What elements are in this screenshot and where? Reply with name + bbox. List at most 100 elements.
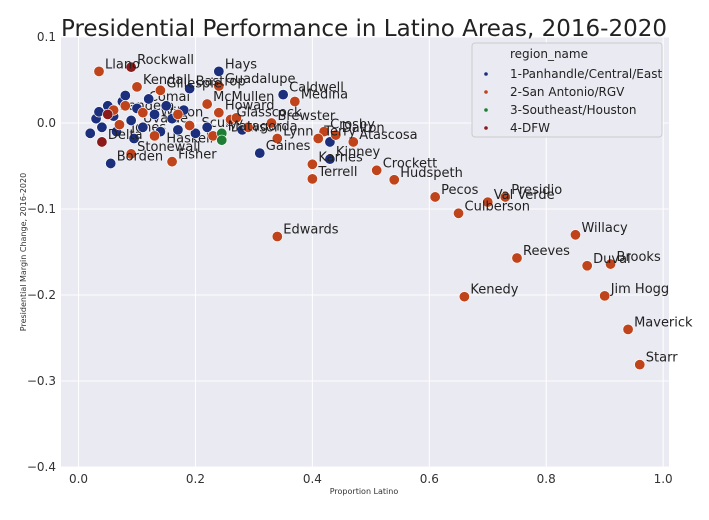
point-label: Pecos xyxy=(441,183,478,198)
data-point xyxy=(271,231,283,243)
data-point xyxy=(96,121,108,133)
legend-title: region_name xyxy=(510,47,588,61)
data-point xyxy=(388,174,400,186)
point-label: Maverick xyxy=(634,315,693,330)
point-label: Bastrop xyxy=(196,75,246,90)
data-point xyxy=(93,65,105,77)
point-label: Willacy xyxy=(581,221,628,236)
data-point xyxy=(160,100,172,112)
y-tick-label: −0.1 xyxy=(27,202,56,216)
data-point xyxy=(201,98,213,110)
point-label: Lynn xyxy=(283,124,313,139)
point-label: Guadalupe xyxy=(225,72,296,87)
data-point xyxy=(453,207,465,219)
legend-entry: 1-Panhandle/Central/East xyxy=(510,67,662,81)
data-point xyxy=(84,127,96,139)
data-point xyxy=(184,83,196,95)
data-point xyxy=(499,191,511,203)
data-point xyxy=(622,323,634,335)
data-point xyxy=(189,127,201,139)
x-tick-label: 0.0 xyxy=(69,472,88,486)
data-point xyxy=(149,130,161,142)
point-label: Kenedy xyxy=(470,283,518,298)
data-point xyxy=(131,81,143,93)
point-label: McMullen xyxy=(213,90,274,105)
point-label: Val Verde xyxy=(494,188,555,203)
legend-entry: 2-San Antonio/RGV xyxy=(510,85,625,99)
point-label: Terrell xyxy=(317,165,357,180)
chart-title: Presidential Performance in Latino Areas… xyxy=(61,16,667,42)
point-label: Brewster xyxy=(277,109,335,124)
data-point xyxy=(125,114,137,126)
point-label: Delta xyxy=(108,128,143,143)
data-point xyxy=(154,84,166,96)
y-tick-label: −0.2 xyxy=(27,288,56,302)
data-point xyxy=(330,129,342,141)
data-point xyxy=(429,191,441,203)
data-point xyxy=(511,252,523,264)
point-label: Reeves xyxy=(523,244,570,259)
data-point xyxy=(458,291,470,303)
data-point xyxy=(213,107,225,119)
legend-marker xyxy=(484,126,488,130)
point-label: Edwards xyxy=(283,223,338,238)
x-tick-label: 0.4 xyxy=(303,472,322,486)
y-tick-label: 0.1 xyxy=(37,30,56,44)
point-label: Culberson xyxy=(465,199,531,214)
point-label: Fisher xyxy=(178,148,217,163)
point-label: Kinney xyxy=(336,145,381,160)
legend-marker xyxy=(484,108,488,112)
data-point xyxy=(113,119,125,131)
point-label: Hudspeth xyxy=(400,166,463,181)
point-label: Kendall xyxy=(143,73,191,88)
data-point xyxy=(265,117,277,129)
data-point xyxy=(128,132,140,144)
x-tick-label: 0.6 xyxy=(420,472,439,486)
point-label: Howard xyxy=(225,99,275,114)
data-point xyxy=(125,61,137,73)
data-point xyxy=(102,108,114,120)
data-point xyxy=(213,80,225,92)
y-axis-label: Presidential Margin Change, 2016-2020 xyxy=(19,173,28,331)
point-label: Starr xyxy=(646,351,678,366)
y-tick-label: −0.3 xyxy=(27,374,56,388)
legend-marker xyxy=(484,90,488,94)
point-label: Karnes xyxy=(318,150,363,165)
data-point xyxy=(569,229,581,241)
data-point xyxy=(289,96,301,108)
data-point xyxy=(105,157,117,169)
data-point xyxy=(271,132,283,144)
data-point xyxy=(201,121,213,133)
data-point xyxy=(137,121,149,133)
data-point xyxy=(216,134,228,146)
data-point xyxy=(119,100,131,112)
point-label: Glasscock xyxy=(237,106,302,121)
data-point xyxy=(605,258,617,270)
data-point xyxy=(119,89,131,101)
point-label: Borden xyxy=(117,149,163,164)
data-point xyxy=(96,136,108,148)
data-point xyxy=(137,107,149,119)
legend-marker xyxy=(484,72,488,76)
point-label: Brooks xyxy=(617,250,661,265)
data-point xyxy=(149,108,161,120)
data-point xyxy=(324,153,336,165)
x-tick-label: 0.2 xyxy=(186,472,205,486)
point-label: Gillespie xyxy=(166,76,222,91)
legend-entry: 3-Southeast/Houston xyxy=(510,103,636,117)
x-tick-label: 0.8 xyxy=(537,472,556,486)
data-point xyxy=(242,121,254,133)
y-tick-label: −0.4 xyxy=(27,460,56,474)
y-tick-label: 0.0 xyxy=(37,116,56,130)
x-tick-label: 1.0 xyxy=(654,472,673,486)
data-point xyxy=(306,173,318,185)
data-point xyxy=(371,164,383,176)
data-point xyxy=(184,120,196,132)
point-label: Terry xyxy=(323,124,356,139)
data-point xyxy=(634,359,646,371)
data-point xyxy=(254,147,266,159)
data-point xyxy=(172,108,184,120)
point-label: Presidio xyxy=(511,183,562,198)
point-label: Crockett xyxy=(383,156,438,171)
